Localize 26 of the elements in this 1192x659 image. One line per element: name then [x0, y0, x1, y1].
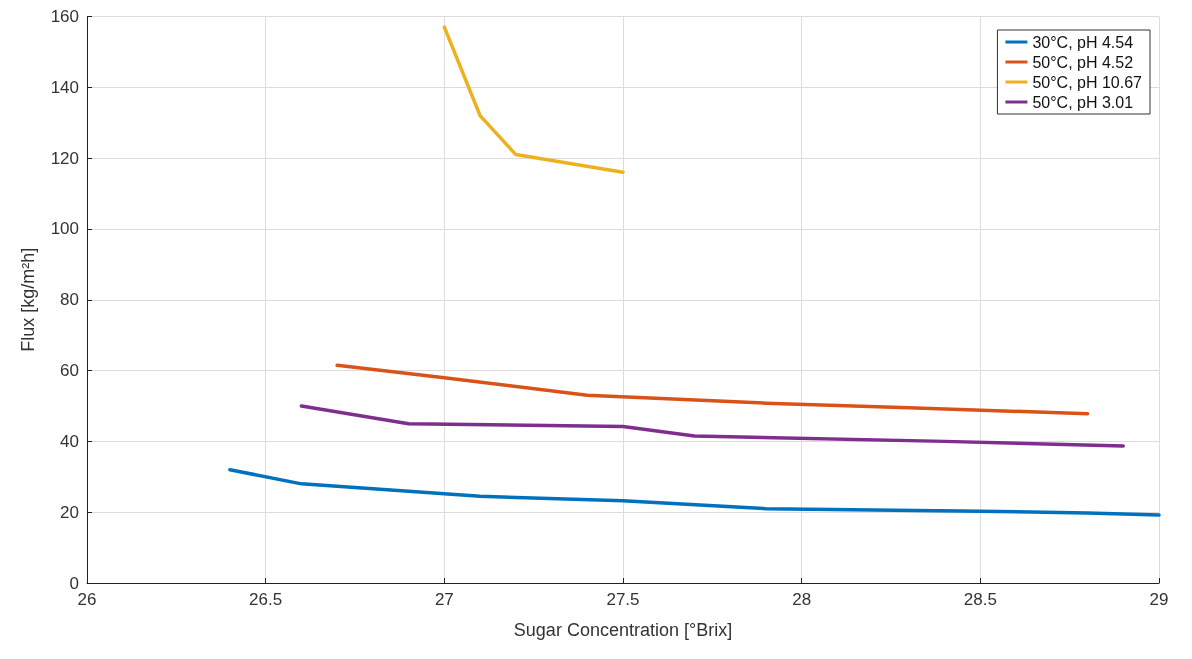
x-tick-label: 26.5 — [249, 590, 283, 609]
y-axis-title: Flux [kg/m²h] — [18, 247, 38, 352]
y-tick-label: 80 — [60, 290, 79, 310]
y-tick-label: 100 — [50, 219, 79, 239]
y-tick-label: 160 — [50, 7, 79, 26]
x-tick-label: 26 — [77, 590, 97, 609]
legend-label: 50°C, pH 3.01 — [1032, 93, 1134, 111]
y-tick-label: 20 — [60, 502, 79, 522]
y-tick-label: 60 — [60, 361, 79, 381]
line-series — [442, 25, 625, 175]
legend-label: 30°C, pH 4.54 — [1032, 33, 1134, 51]
y-tick-label: 120 — [50, 148, 79, 168]
x-tick-label: 28 — [792, 590, 812, 609]
line-series — [228, 467, 1161, 517]
y-tick-label: 140 — [50, 77, 79, 97]
legend-label: 50°C, pH 4.52 — [1032, 53, 1134, 71]
x-tick-label: 27 — [434, 590, 454, 609]
y-tick-label: 0 — [69, 573, 79, 593]
x-axis-title: Sugar Concentration [°Brix] — [513, 620, 733, 640]
x-tick-label: 28.5 — [963, 590, 997, 609]
line-series — [335, 363, 1090, 416]
y-tick-label: 40 — [60, 431, 79, 451]
x-tick-label: 27.5 — [606, 590, 640, 609]
line-series — [299, 404, 1126, 448]
x-tick-label: 29 — [1149, 590, 1169, 609]
legend-label: 50°C, pH 10.67 — [1032, 73, 1143, 91]
